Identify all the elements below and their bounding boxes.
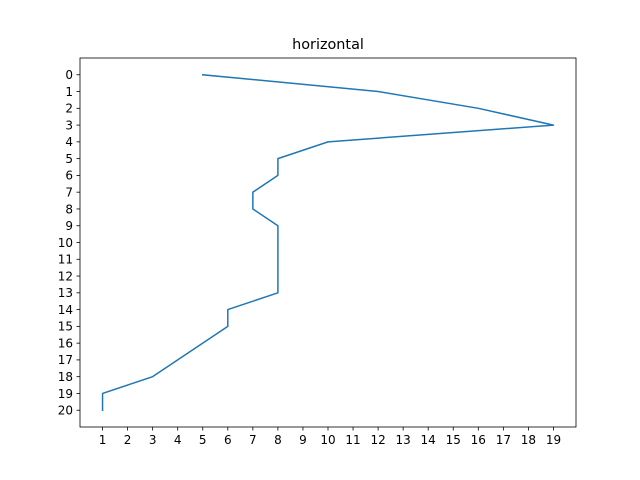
y-tick-label: 2	[65, 102, 73, 116]
x-tick-label: 6	[224, 433, 232, 447]
x-tick-label: 16	[471, 433, 486, 447]
x-tick-label: 2	[124, 433, 132, 447]
y-tick-label: 16	[58, 336, 73, 350]
chart-title: horizontal	[292, 37, 364, 53]
y-tick-label: 3	[65, 118, 73, 132]
x-tick-label: 7	[249, 433, 257, 447]
y-tick-label: 13	[58, 286, 73, 300]
y-tick-label: 6	[65, 169, 73, 183]
y-tick-label: 9	[65, 219, 73, 233]
y-tick-label: 11	[58, 253, 73, 267]
x-tick-label: 10	[320, 433, 335, 447]
y-tick-label: 10	[58, 236, 73, 250]
y-tick-label: 15	[58, 320, 73, 334]
series-layer	[101, 73, 555, 411]
y-tick-label: 7	[65, 185, 73, 199]
x-tick-label: 14	[421, 433, 436, 447]
y-tick-label: 12	[58, 269, 73, 283]
series-line-0	[101, 73, 555, 411]
x-tick-label: 4	[174, 433, 182, 447]
y-tick-label: 1	[65, 85, 73, 99]
y-tick-label: 4	[65, 135, 73, 149]
x-tick-label: 17	[496, 433, 511, 447]
y-tick-label: 5	[65, 152, 73, 166]
x-tick-label: 1	[99, 433, 107, 447]
x-tick-label: 19	[546, 433, 561, 447]
y-tick-label: 14	[58, 303, 73, 317]
y-tick-label: 8	[65, 202, 73, 216]
y-tick-label: 0	[65, 68, 73, 82]
x-tick-label: 13	[396, 433, 411, 447]
x-axis-ticks: 1 2 3 4 5 6 7 8 9 10 11 12 13 14 15 16 17 18 19	[99, 427, 561, 447]
x-tick-label: 15	[446, 433, 461, 447]
y-tick-label: 17	[58, 353, 73, 367]
x-tick-label: 9	[299, 433, 307, 447]
x-tick-label: 11	[345, 433, 360, 447]
x-tick-label: 3	[149, 433, 157, 447]
plot-area-frame	[79, 57, 577, 428]
x-tick-label: 5	[199, 433, 207, 447]
y-tick-label: 19	[58, 387, 73, 401]
y-tick-label: 20	[58, 404, 73, 418]
x-tick-label: 8	[274, 433, 282, 447]
x-tick-label: 18	[521, 433, 536, 447]
y-tick-label: 18	[58, 370, 73, 384]
x-tick-label: 12	[370, 433, 385, 447]
